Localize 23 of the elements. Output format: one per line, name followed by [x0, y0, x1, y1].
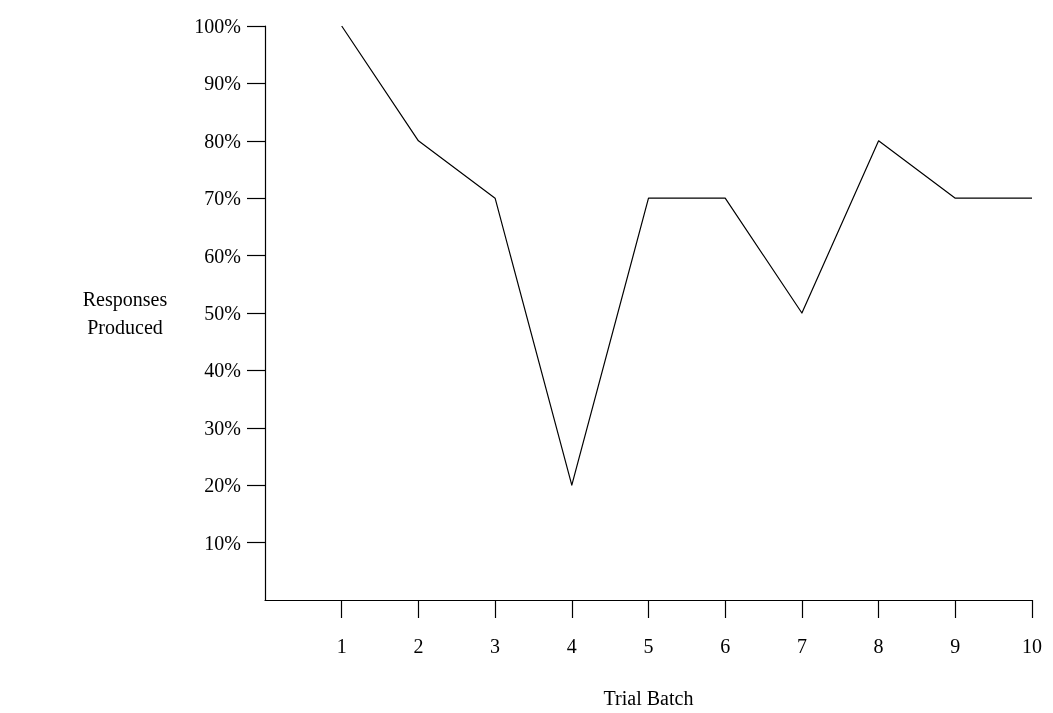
y-tick-label: 100% [194, 15, 241, 37]
x-tick-label: 2 [413, 635, 424, 657]
x-tick-label: 3 [490, 635, 501, 657]
line-series [341, 25, 1033, 486]
y-tick-label: 90% [204, 72, 241, 95]
y-tick-label: 60% [204, 244, 241, 267]
x-tick-label: 10 [1022, 635, 1042, 657]
y-tick-label: 30% [204, 416, 241, 439]
y-tick-label: 50% [204, 302, 241, 324]
x-tick-label: 6 [720, 635, 731, 657]
x-tick-label: 1 [336, 635, 347, 657]
x-axis-title: Trial Batch [603, 687, 694, 709]
x-tick-label: 8 [873, 635, 884, 657]
y-tick-label: 10% [204, 531, 241, 554]
x-tick-label: 9 [950, 635, 961, 657]
x-tick-label: 4 [566, 635, 577, 657]
x-tick-label: 7 [796, 635, 807, 657]
y-tick-label: 70% [204, 187, 241, 210]
y-tick-label: 20% [204, 474, 241, 497]
y-tick-label: 80% [204, 129, 241, 152]
x-tick-label: 5 [643, 635, 654, 657]
y-axis-title: Responses Produced [82, 288, 168, 338]
y-tick-label: 40% [204, 359, 241, 382]
